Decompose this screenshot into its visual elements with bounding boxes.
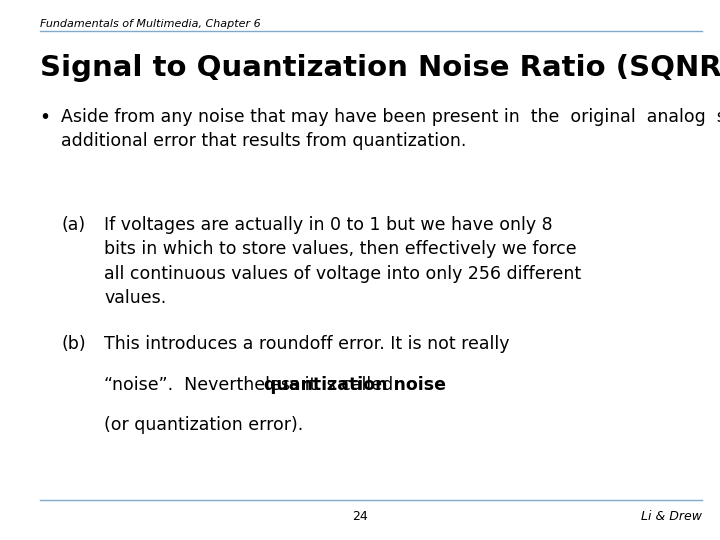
Text: If voltages are actually in 0 to 1 but we have only 8
bits in which to store val: If voltages are actually in 0 to 1 but w…	[104, 216, 582, 307]
Text: This introduces a roundoff error. It is not really: This introduces a roundoff error. It is …	[104, 335, 510, 353]
Text: (b): (b)	[61, 335, 86, 353]
Text: 24: 24	[352, 510, 368, 523]
Text: •: •	[40, 108, 50, 127]
Text: Aside from any noise that may have been present in  the  original  analog  signa: Aside from any noise that may have been …	[61, 108, 720, 150]
Text: Li & Drew: Li & Drew	[641, 510, 702, 523]
Text: (a): (a)	[61, 216, 86, 234]
Text: Fundamentals of Multimedia, Chapter 6: Fundamentals of Multimedia, Chapter 6	[40, 19, 261, 29]
Text: “noise”.  Nevertheless it is called: “noise”. Nevertheless it is called	[104, 375, 399, 394]
Text: (or quantization error).: (or quantization error).	[104, 416, 304, 434]
Text: quantization noise: quantization noise	[264, 375, 446, 394]
Text: Signal to Quantization Noise Ratio (SQNR): Signal to Quantization Noise Ratio (SQNR…	[40, 54, 720, 82]
